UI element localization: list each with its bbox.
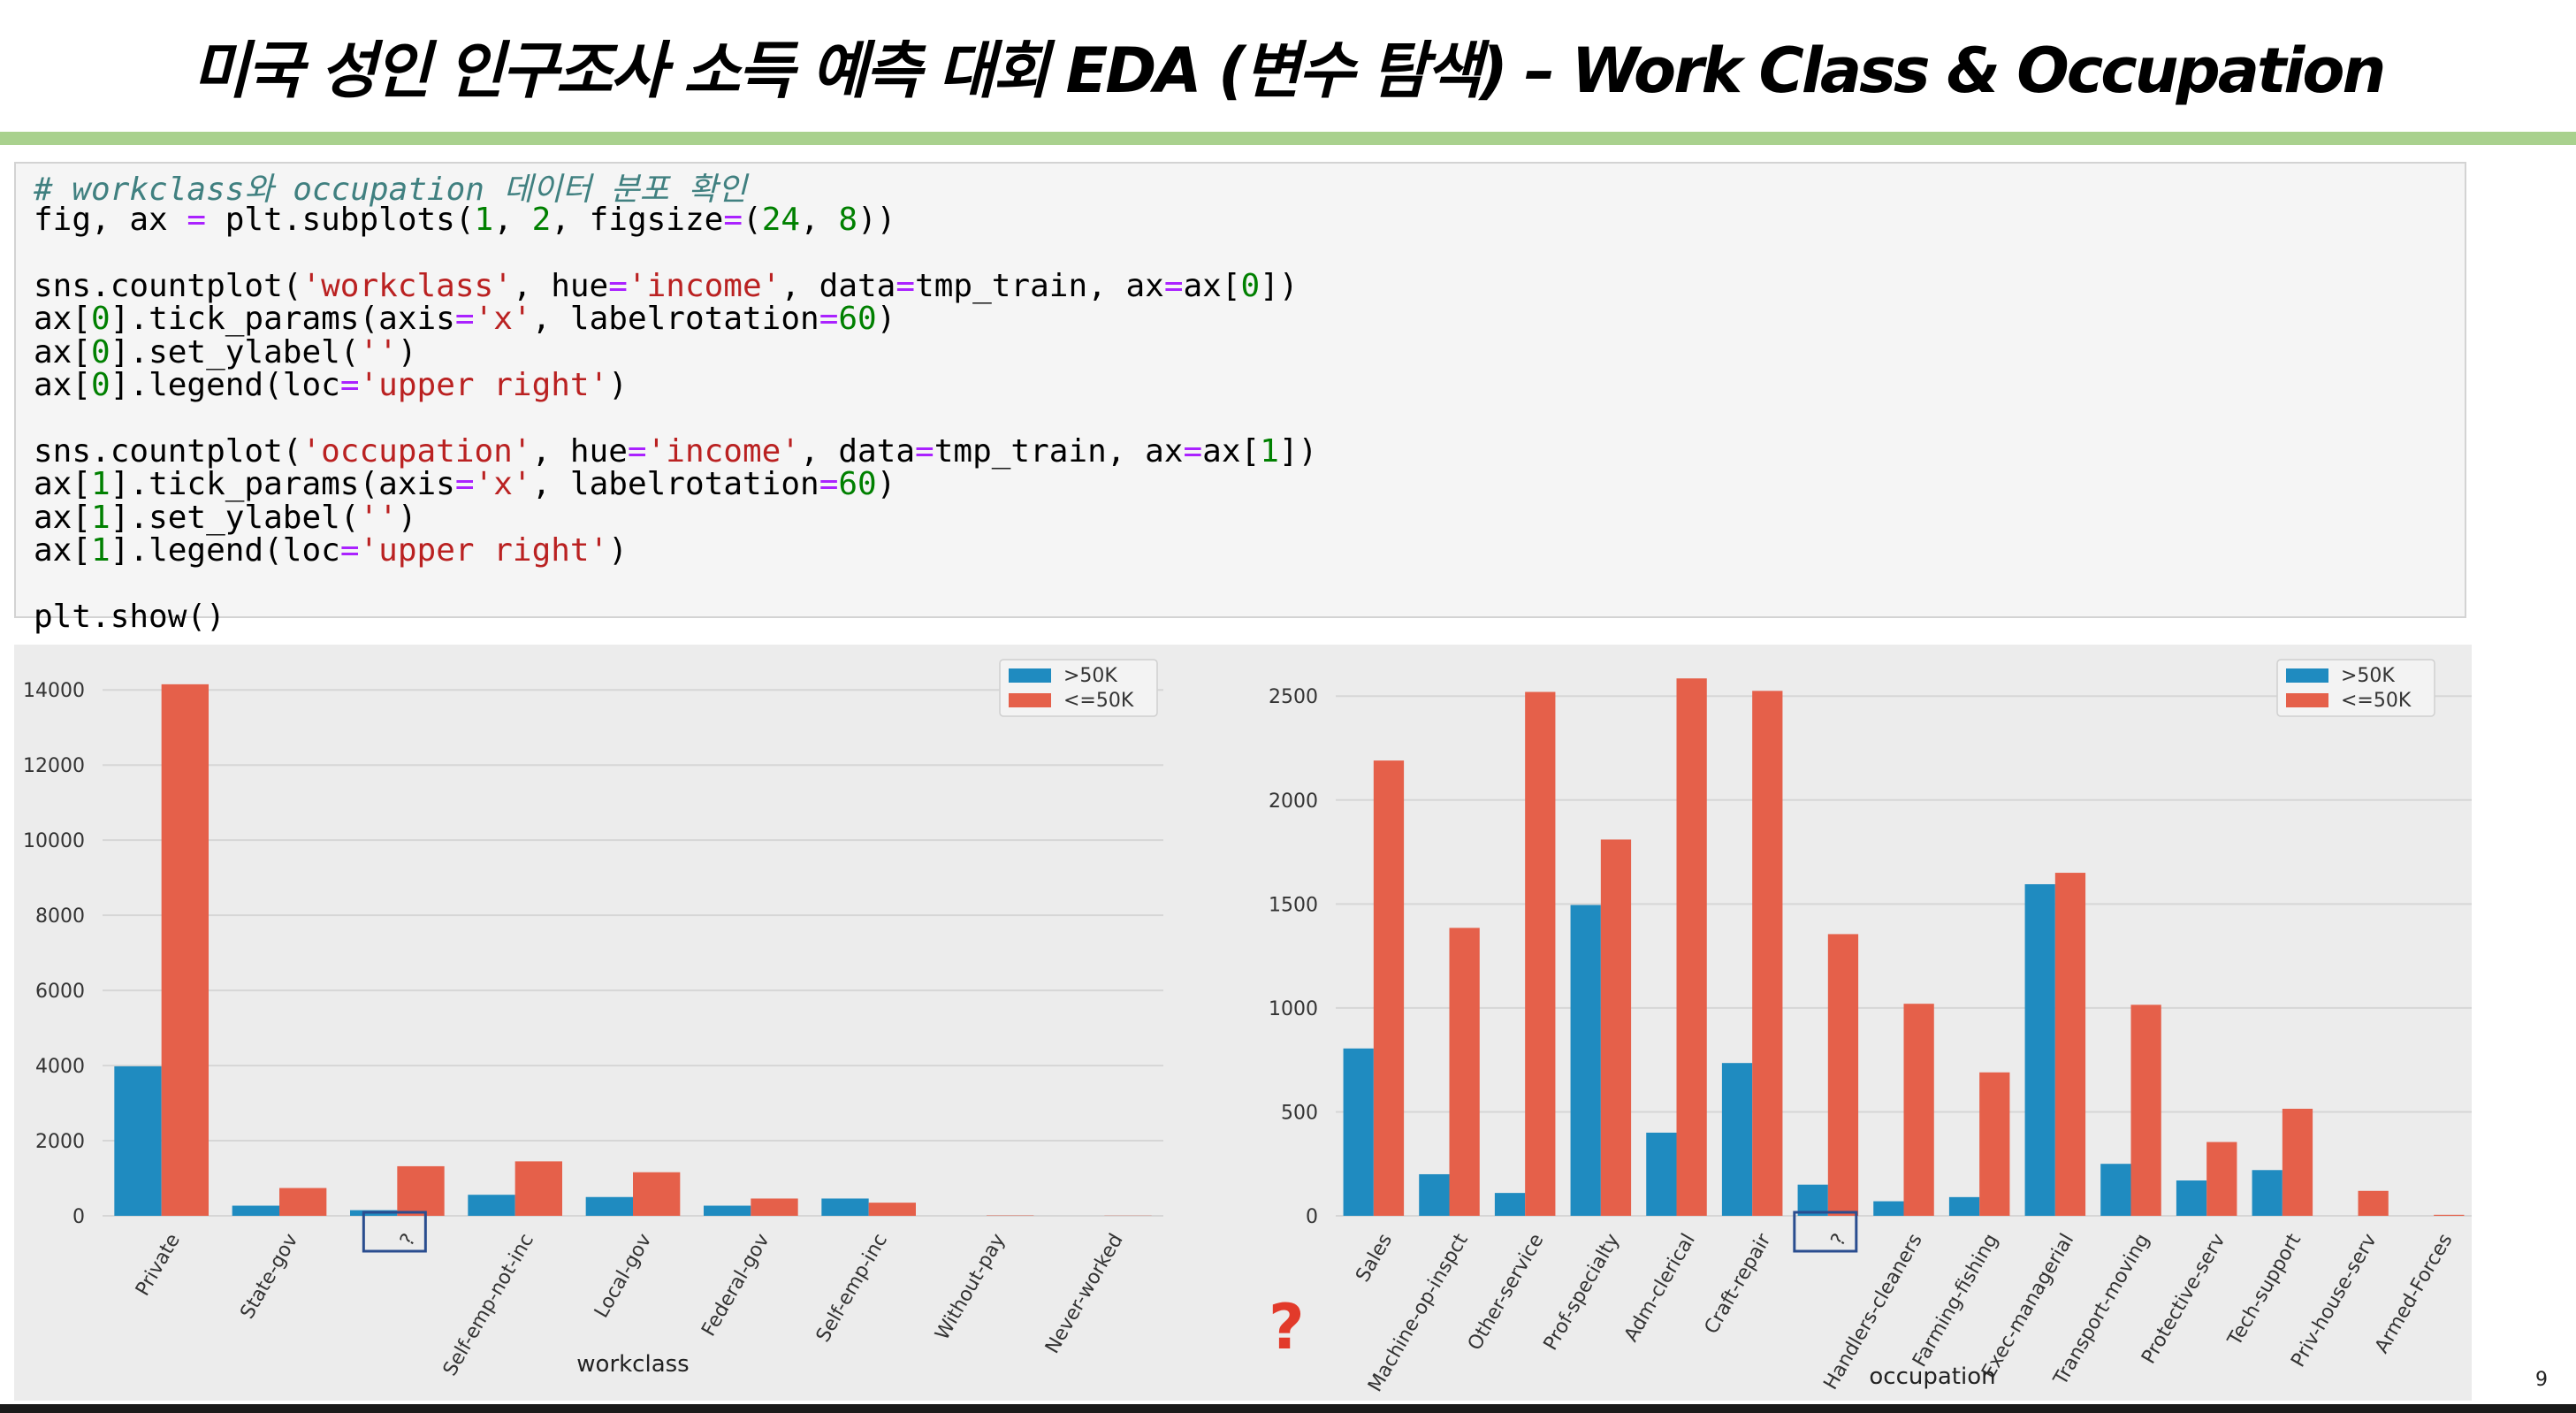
bar-le50k — [2434, 1214, 2465, 1216]
footer-bar — [0, 1404, 2576, 1413]
plot-background — [14, 645, 1252, 1401]
bar-le50k — [1979, 1072, 2010, 1216]
bar-gt50k — [1494, 1193, 1526, 1216]
y-tick-label: 4000 — [35, 1056, 85, 1078]
bar-gt50k — [2024, 883, 2055, 1216]
code-line: ax[0].legend(loc='upper right') — [34, 367, 628, 403]
legend-swatch-le50k — [1009, 693, 1051, 707]
bar-le50k — [1827, 934, 1859, 1216]
bar-gt50k — [1873, 1201, 1904, 1216]
bar-le50k — [1600, 839, 1632, 1216]
plot-output: 0 2000 4000 6000 8000 10000 12000 14000 Private S… — [14, 645, 2473, 1401]
x-axis-label: workclass — [576, 1351, 689, 1378]
bar-le50k — [2206, 1142, 2237, 1216]
y-tick-label: 10000 — [23, 830, 85, 852]
code-line: ax[0].set_ylabel('') — [34, 333, 417, 370]
bar-gt50k — [2176, 1180, 2207, 1216]
bar-gt50k — [1419, 1173, 1450, 1216]
bar-le50k — [2282, 1108, 2313, 1216]
legend-label: <=50K — [1063, 690, 1134, 712]
bar-gt50k — [585, 1196, 633, 1216]
bar-gt50k — [1343, 1048, 1374, 1216]
bar-le50k — [868, 1203, 916, 1216]
bar-gt50k — [468, 1195, 515, 1216]
occupation-countplot: 05001000150020002500SalesMachine-op-insp… — [1252, 645, 2472, 1401]
bar-le50k — [2130, 1004, 2161, 1216]
legend-swatch-gt50k — [1009, 668, 1051, 683]
legend: >50K <=50K — [999, 659, 1158, 717]
y-tick-label: 14000 — [23, 680, 85, 702]
y-tick-label: 2000 — [35, 1131, 85, 1153]
bar-le50k — [751, 1198, 798, 1216]
code-line: fig, ax = plt.subplots(1, 2, figsize=(24… — [34, 202, 896, 238]
bar-gt50k — [114, 1065, 162, 1216]
bar-le50k — [1449, 928, 1480, 1216]
bar-le50k — [1525, 691, 1556, 1216]
code-line: ax[1].set_ylabel('') — [34, 499, 417, 536]
legend-label: >50K — [2341, 665, 2395, 687]
code-line: sns.countplot('occupation', hue='income'… — [34, 432, 1318, 470]
legend: >50K <=50K — [2276, 659, 2435, 717]
y-tick-label: 1500 — [1269, 894, 1318, 916]
bar-gt50k — [1721, 1063, 1753, 1216]
bar-le50k — [1676, 678, 1707, 1216]
y-tick-label: 0 — [1306, 1206, 1318, 1228]
bar-gt50k — [2100, 1164, 2131, 1216]
legend-label: >50K — [1063, 665, 1117, 687]
bar-le50k — [1752, 691, 1783, 1216]
highlight-box — [362, 1211, 427, 1253]
legend-label: <=50K — [2341, 690, 2412, 712]
bar-le50k — [397, 1165, 445, 1216]
bar-gt50k — [232, 1205, 279, 1216]
question-annotation: ? — [1269, 1291, 1305, 1363]
bar-gt50k — [1570, 905, 1601, 1216]
code-line: ax[1].legend(loc='upper right') — [34, 532, 628, 569]
y-tick-label: 12000 — [23, 755, 85, 777]
y-tick-label: 6000 — [35, 981, 85, 1003]
bar-gt50k — [704, 1205, 751, 1216]
title-divider — [0, 132, 2576, 145]
code-line: plt.show() — [34, 598, 225, 635]
page-number: 9 — [2535, 1369, 2548, 1391]
bar-gt50k — [2252, 1170, 2283, 1216]
bar-le50k — [1903, 1004, 1934, 1216]
bar-gt50k — [821, 1198, 869, 1216]
code-line: ax[1].tick_params(axis='x', labelrotatio… — [34, 466, 896, 503]
highlight-box — [1793, 1211, 1858, 1253]
bar-le50k — [633, 1172, 681, 1216]
code-line: ax[0].tick_params(axis='x', labelrotatio… — [34, 301, 896, 338]
y-tick-label: 1000 — [1269, 998, 1318, 1020]
y-tick-label: 500 — [1281, 1102, 1318, 1124]
bar-gt50k — [1797, 1184, 1828, 1216]
x-axis-label: occupation — [1869, 1363, 1995, 1390]
y-tick-label: 2500 — [1269, 686, 1318, 708]
bar-gt50k — [1948, 1196, 1980, 1216]
code-comment: # workclass와 occupation 데이터 분포 확인 — [34, 172, 747, 208]
legend-swatch-gt50k — [2286, 668, 2328, 683]
slide-title: 미국 성인 인구조사 소득 예측 대회 EDA (변수 탐색) – Work C… — [192, 34, 2387, 107]
y-tick-label: 8000 — [35, 905, 85, 928]
y-tick-label: 2000 — [1269, 791, 1318, 813]
bar-le50k — [161, 684, 209, 1216]
bar-le50k — [2054, 873, 2086, 1216]
bar-le50k — [2358, 1190, 2389, 1216]
bar-le50k — [279, 1188, 327, 1216]
legend-swatch-le50k — [2286, 693, 2328, 707]
bar-le50k — [514, 1161, 562, 1216]
code-cell[interactable]: # workclass와 occupation 데이터 분포 확인 fig, a… — [14, 162, 2466, 632]
bar-le50k — [1373, 760, 1405, 1216]
bar-gt50k — [1646, 1132, 1677, 1216]
y-tick-label: 0 — [72, 1206, 85, 1228]
code-line: sns.countplot('workclass', hue='income',… — [34, 267, 1299, 304]
